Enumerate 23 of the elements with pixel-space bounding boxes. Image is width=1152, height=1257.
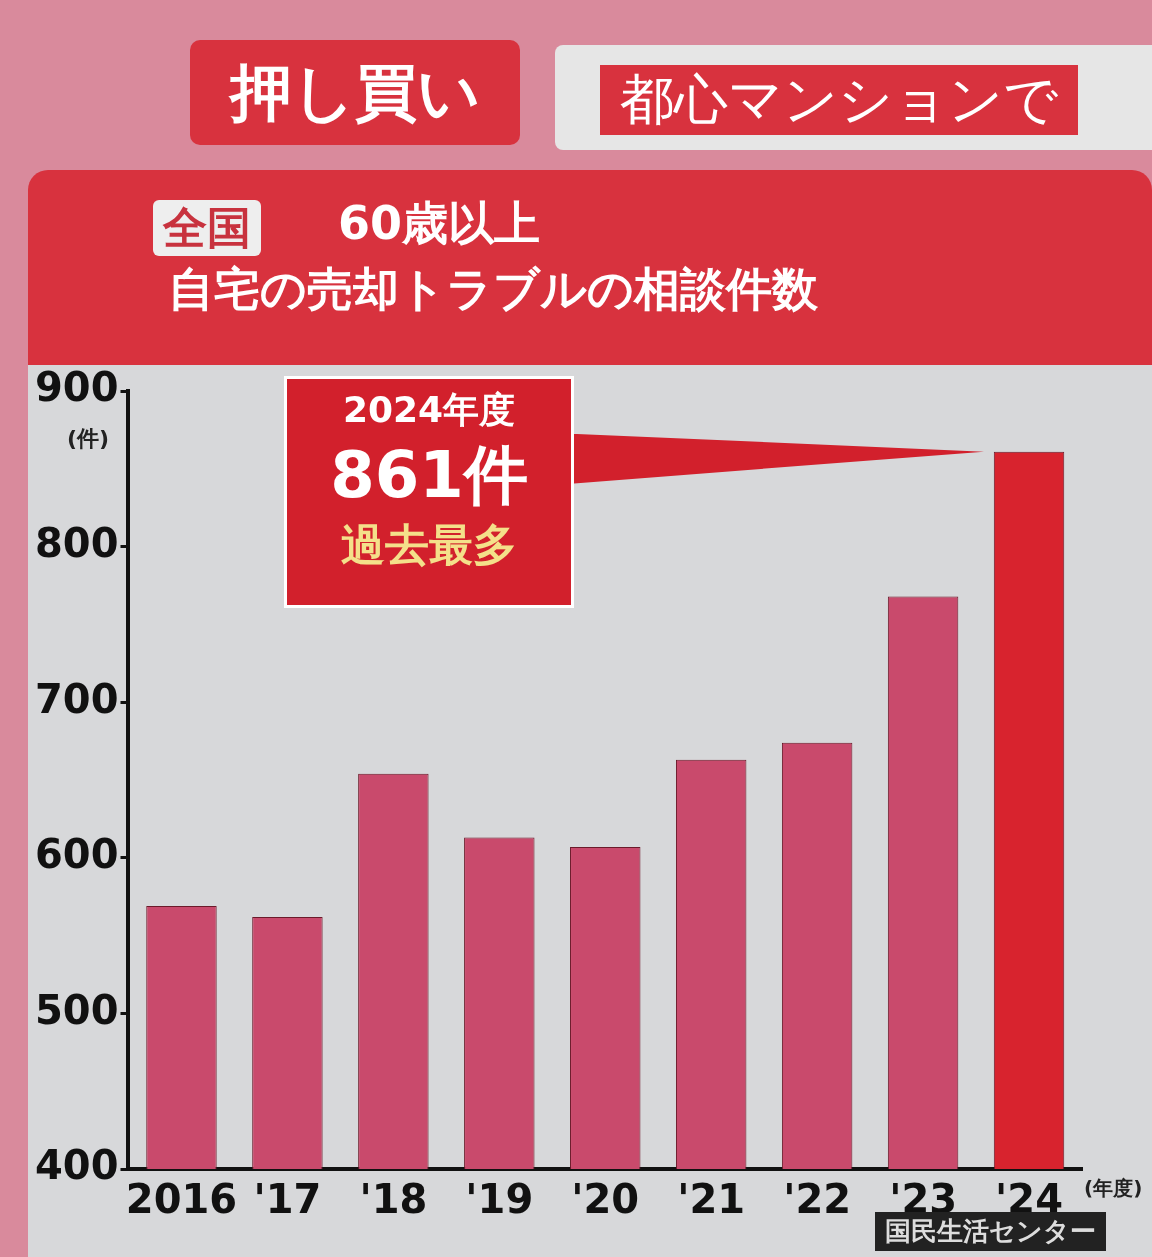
chart-subtitle: 自宅の売却トラブルの相談件数 bbox=[168, 261, 819, 318]
y-tick-label: 400 bbox=[35, 1142, 119, 1189]
text: 全国 bbox=[153, 200, 261, 256]
x-tick-label: '22 bbox=[783, 1176, 852, 1223]
annotation: 過去最多 bbox=[340, 517, 518, 572]
x-tick-label: '19 bbox=[465, 1176, 534, 1223]
annotation: 861件 bbox=[329, 436, 529, 514]
text: 押し買い bbox=[190, 40, 520, 145]
text: 都心マンションで bbox=[600, 65, 1078, 135]
x-tick-label: '17 bbox=[253, 1176, 322, 1223]
x-tick-label: '20 bbox=[571, 1176, 640, 1223]
x-tick-label: 2016 bbox=[125, 1176, 238, 1223]
y-tick-label: 800 bbox=[35, 519, 119, 566]
x-axis-title: (年度) bbox=[1084, 1176, 1143, 1200]
x-tick-label: '18 bbox=[359, 1176, 428, 1223]
y-tick-label: 700 bbox=[35, 675, 119, 722]
y-tick-label: 600 bbox=[35, 831, 119, 878]
y-tick-label: 900 bbox=[35, 364, 119, 411]
y-tick-label: 500 bbox=[35, 986, 119, 1033]
x-tick-label: '21 bbox=[677, 1176, 746, 1223]
y-axis-title: (件) bbox=[66, 426, 110, 451]
annotation: 2024年度 bbox=[341, 387, 517, 432]
chart-title: 60歳以上 bbox=[338, 196, 541, 250]
